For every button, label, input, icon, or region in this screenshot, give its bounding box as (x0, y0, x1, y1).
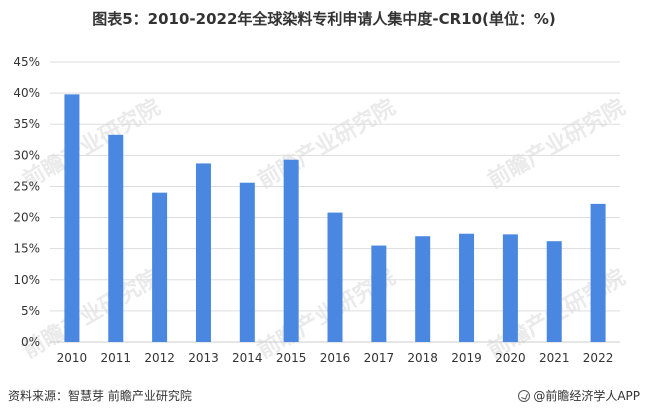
bar (415, 236, 431, 342)
y-tick-label: 20% (13, 211, 40, 225)
bar (590, 203, 606, 342)
bar (152, 192, 168, 342)
y-tick-label: 0% (21, 335, 40, 349)
x-tick-label: 2012 (144, 351, 175, 365)
x-tick-label: 2017 (364, 351, 395, 365)
watermark-text: 前瞻产业研究院 (18, 264, 164, 364)
x-tick-label: 2010 (57, 351, 88, 365)
brand-logo-icon (518, 389, 531, 402)
watermark-text: 前瞻产业研究院 (253, 94, 399, 194)
bar (64, 94, 80, 342)
y-tick-label: 35% (13, 117, 40, 131)
bar (239, 182, 255, 342)
y-tick-label: 5% (21, 304, 40, 318)
x-tick-label: 2022 (583, 351, 614, 365)
watermark-text: 前瞻产业研究院 (18, 94, 164, 194)
x-tick-label: 2014 (232, 351, 263, 365)
y-tick-label: 15% (13, 242, 40, 256)
x-tick-label: 2011 (100, 351, 131, 365)
x-tick-label: 2020 (495, 351, 526, 365)
bar (371, 245, 387, 342)
x-tick-label: 2018 (407, 351, 438, 365)
y-tick-label: 30% (13, 148, 40, 162)
bars (64, 94, 606, 342)
x-tick-label: 2016 (320, 351, 351, 365)
bar (283, 159, 299, 342)
bar (327, 212, 343, 342)
bar (459, 233, 475, 342)
x-axis-ticks: 2010 2011 2012 2013 2014 2015 2016 2017 2018 2019… (57, 351, 614, 365)
chart-title: 图表5：2010-2022年全球染料专利申请人集中度-CR10(单位：%) (92, 10, 556, 28)
brand-credit-text: @前瞻经济学人APP (533, 389, 640, 403)
y-tick-label: 45% (13, 55, 40, 69)
bar-chart: 前瞻产业研究院前瞻产业研究院前瞻产业研究院前瞻产业研究院前瞻产业研究院前瞻产业研… (13, 55, 629, 365)
y-tick-label: 25% (13, 179, 40, 193)
bar (546, 241, 562, 342)
x-tick-label: 2021 (539, 351, 570, 365)
y-tick-label: 10% (13, 273, 40, 287)
y-axis-ticks: 0% 5% 10% 15% 20% 25% 30% 35% 40% 45% (13, 55, 40, 349)
source-note: 资料来源：智慧芽 前瞻产业研究院 (8, 389, 192, 403)
y-tick-label: 40% (13, 86, 40, 100)
brand-credit: @前瞻经济学人APP (518, 387, 640, 404)
x-tick-label: 2015 (276, 351, 307, 365)
watermark-text: 前瞻产业研究院 (483, 94, 629, 194)
bar (502, 234, 518, 342)
bar (108, 134, 124, 342)
bar (195, 163, 211, 342)
x-tick-label: 2013 (188, 351, 219, 365)
x-tick-label: 2019 (451, 351, 482, 365)
